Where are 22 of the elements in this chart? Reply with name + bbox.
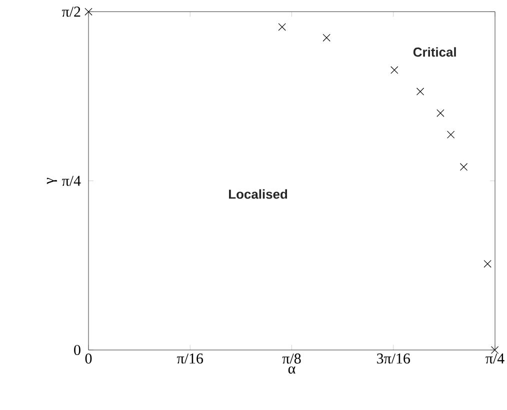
point xyxy=(436,109,444,117)
annotation: Critical xyxy=(413,47,456,57)
x-tick-label: π/16 xyxy=(177,354,204,364)
x-tick-label: π/4 xyxy=(486,354,504,364)
point xyxy=(490,346,499,354)
point xyxy=(416,88,424,96)
point xyxy=(460,163,468,171)
annotation: Localised xyxy=(229,189,288,199)
point xyxy=(484,260,492,268)
x-tick-label: 0 xyxy=(85,354,92,364)
x-axis-title: α xyxy=(288,366,296,374)
point xyxy=(278,23,286,31)
point xyxy=(322,34,330,42)
y-tick-label: 0 xyxy=(74,344,80,356)
point xyxy=(84,8,92,16)
y-tick-label: π/2 xyxy=(62,6,80,17)
y-tick-label: π/4 xyxy=(62,176,81,186)
point xyxy=(390,66,398,74)
x-tick-label: 3π/16 xyxy=(377,354,410,364)
y-axis-title: γ xyxy=(46,178,57,184)
x-tick-label: π/8 xyxy=(282,354,301,364)
point xyxy=(446,130,455,138)
